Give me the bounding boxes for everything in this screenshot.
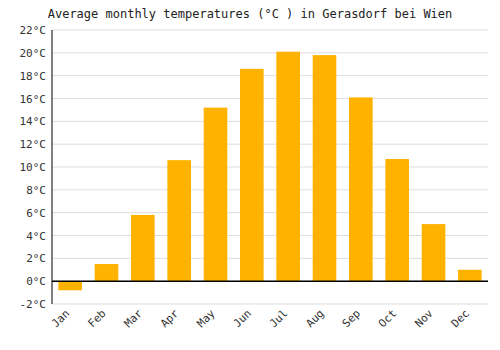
bar [131, 215, 155, 281]
bar [349, 97, 373, 281]
bar [204, 108, 228, 282]
x-axis: Jan Feb Mar Apr May Jun Jul Aug Sep Oct Nov Dec [49, 307, 472, 331]
grid-line [52, 52, 488, 53]
x-tick-label: Oct [376, 307, 399, 330]
y-tick-label: 22°C [20, 24, 47, 37]
zero-line [52, 280, 488, 282]
bar [458, 270, 482, 281]
bar [240, 69, 264, 281]
x-tick-label: Nov [412, 307, 436, 331]
x-tick-label: Jul [267, 307, 290, 330]
y-tick-label: 14°C [20, 115, 47, 128]
y-tick-label: 2°C [26, 252, 46, 265]
bar [167, 160, 191, 281]
y-axis-line [52, 30, 53, 304]
x-tick-label: May [194, 307, 218, 331]
grid-line [52, 121, 488, 122]
x-tick-label: Sep [340, 307, 363, 330]
x-tick-label: Jun [231, 307, 254, 330]
y-tick-label: 6°C [26, 207, 46, 220]
x-tick-label: Dec [449, 307, 472, 330]
chart: Average monthly temperatures (°C ) in Ge… [0, 0, 500, 350]
bars [58, 52, 481, 291]
y-tick-label: 8°C [26, 184, 46, 197]
grid-line [52, 167, 488, 168]
bar [313, 55, 337, 281]
grid-line [52, 75, 488, 76]
y-tick-label: 10°C [20, 161, 47, 174]
bar [385, 159, 409, 281]
y-tick-label: 18°C [20, 70, 47, 83]
y-tick-label: 4°C [26, 230, 46, 243]
grid-line [52, 98, 488, 99]
y-tick-label: 16°C [20, 93, 47, 106]
y-tick-label: 0°C [26, 275, 46, 288]
grid-line [52, 144, 488, 145]
x-tick-label: Feb [85, 307, 108, 330]
y-tick-label: 12°C [20, 138, 47, 151]
grid-line [52, 189, 488, 190]
bar [95, 264, 119, 281]
x-tick-label: Aug [303, 307, 326, 330]
x-tick-label: Mar [122, 307, 146, 331]
y-tick-label: 20°C [20, 47, 47, 60]
bar [276, 52, 300, 281]
bar [58, 281, 82, 290]
y-axis: -2°C 0°C 2°C 4°C 6°C 8°C 10°C 12°C 14°C 16°C 18°C 2… [20, 24, 489, 311]
y-tick-label: -2°C [20, 298, 47, 311]
x-tick-label: Apr [158, 307, 182, 331]
grid-line [52, 281, 488, 282]
grid-line [52, 30, 488, 31]
title: Average monthly temperatures (°C ) in Ge… [48, 7, 453, 21]
x-tick-label: Jan [49, 307, 72, 330]
bar [422, 224, 446, 281]
grid-line [52, 212, 488, 213]
grid-line [52, 304, 488, 305]
